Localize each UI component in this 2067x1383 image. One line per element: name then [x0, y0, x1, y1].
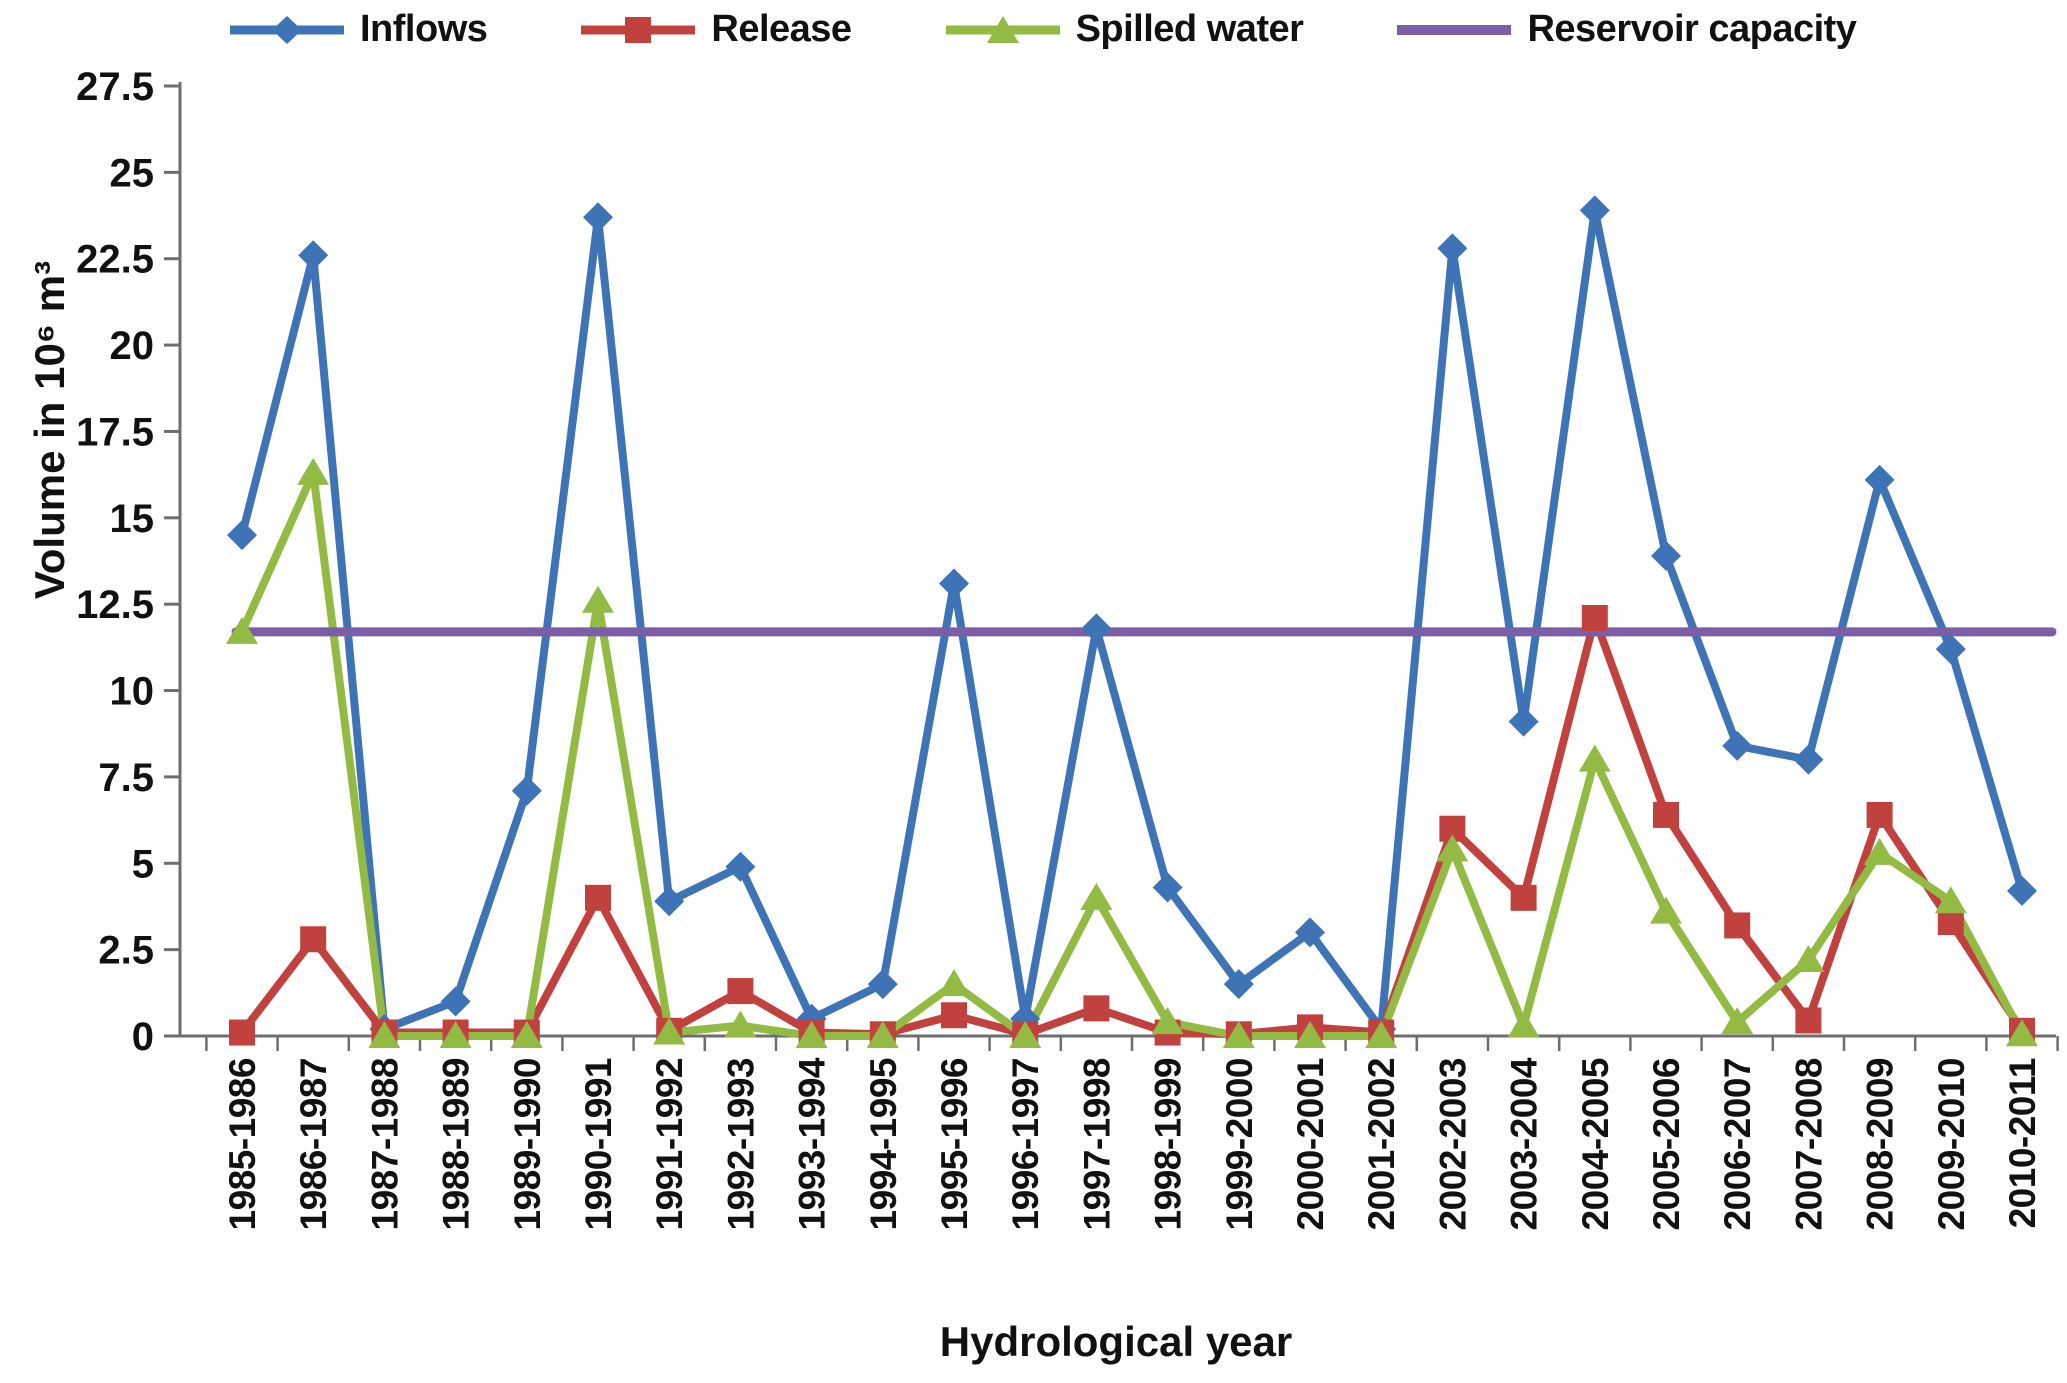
svg-text:20: 20 [110, 324, 155, 368]
svg-text:2006-2007: 2006-2007 [1717, 1058, 1758, 1230]
svg-text:10: 10 [110, 670, 155, 714]
svg-text:1986-1987: 1986-1987 [293, 1058, 334, 1230]
svg-text:1998-1999: 1998-1999 [1148, 1058, 1189, 1230]
x-axis-title: Hydrological year [939, 1318, 1293, 1365]
svg-text:12.5: 12.5 [76, 583, 154, 627]
svg-text:1988-1989: 1988-1989 [436, 1058, 477, 1230]
svg-text:2002-2003: 2002-2003 [1432, 1058, 1473, 1230]
svg-text:1989-1990: 1989-1990 [507, 1058, 548, 1230]
svg-text:1985-1986: 1985-1986 [222, 1058, 263, 1230]
svg-text:27.5: 27.5 [76, 65, 154, 109]
svg-text:1992-1993: 1992-1993 [720, 1058, 761, 1230]
svg-text:2001-2002: 2001-2002 [1361, 1058, 1402, 1230]
svg-text:1987-1988: 1987-1988 [364, 1058, 405, 1230]
svg-text:1999-2000: 1999-2000 [1219, 1058, 1260, 1230]
legend-label-release: Release [711, 8, 852, 50]
svg-text:2010-2011: 2010-2011 [2002, 1058, 2043, 1228]
svg-text:2008-2009: 2008-2009 [1860, 1058, 1901, 1230]
svg-text:2005-2006: 2005-2006 [1646, 1058, 1687, 1230]
svg-text:2009-2010: 2009-2010 [1931, 1058, 1972, 1230]
svg-text:22.5: 22.5 [76, 238, 154, 282]
svg-text:2.5: 2.5 [98, 929, 154, 973]
svg-text:2000-2001: 2000-2001 [1290, 1058, 1331, 1230]
legend-item-release: Release [579, 8, 852, 51]
svg-text:25: 25 [110, 151, 155, 195]
svg-text:1996-1997: 1996-1997 [1005, 1058, 1046, 1230]
svg-text:1997-1998: 1997-1998 [1076, 1058, 1117, 1230]
svg-text:1994-1995: 1994-1995 [863, 1058, 904, 1230]
svg-text:15: 15 [110, 497, 155, 541]
svg-text:1993-1994: 1993-1994 [792, 1057, 833, 1230]
svg-text:2003-2004: 2003-2004 [1504, 1057, 1545, 1230]
svg-text:17.5: 17.5 [76, 410, 154, 454]
svg-text:2007-2008: 2007-2008 [1788, 1058, 1829, 1230]
spilled-water-triangle-line-icon [945, 15, 1060, 43]
svg-text:0: 0 [132, 1015, 154, 1059]
svg-text:2004-2005: 2004-2005 [1575, 1058, 1616, 1230]
legend-label-inflows: Inflows [360, 8, 488, 50]
svg-text:7.5: 7.5 [98, 756, 154, 800]
inflows-diamond-line-icon [230, 15, 344, 44]
release-square-line-icon [581, 16, 696, 43]
legend-item-inflows: Inflows [228, 8, 488, 51]
svg-text:5: 5 [132, 842, 154, 886]
legend-label-reservoir-capacity: Reservoir capacity [1527, 8, 1857, 50]
y-axis-title: Volume in 10⁶ m³ [26, 260, 73, 600]
svg-text:1991-1992: 1991-1992 [649, 1058, 690, 1230]
legend: Inflows Release Spilled water Reservoir … [228, 8, 1857, 51]
legend-item-spilled-water: Spilled water [944, 8, 1304, 51]
legend-label-spilled-water: Spilled water [1075, 8, 1304, 50]
legend-item-reservoir-capacity: Reservoir capacity [1395, 8, 1857, 51]
svg-text:1995-1996: 1995-1996 [934, 1058, 975, 1230]
svg-text:1990-1991: 1990-1991 [578, 1058, 619, 1230]
reservoir-capacity-line-icon [1397, 24, 1512, 35]
